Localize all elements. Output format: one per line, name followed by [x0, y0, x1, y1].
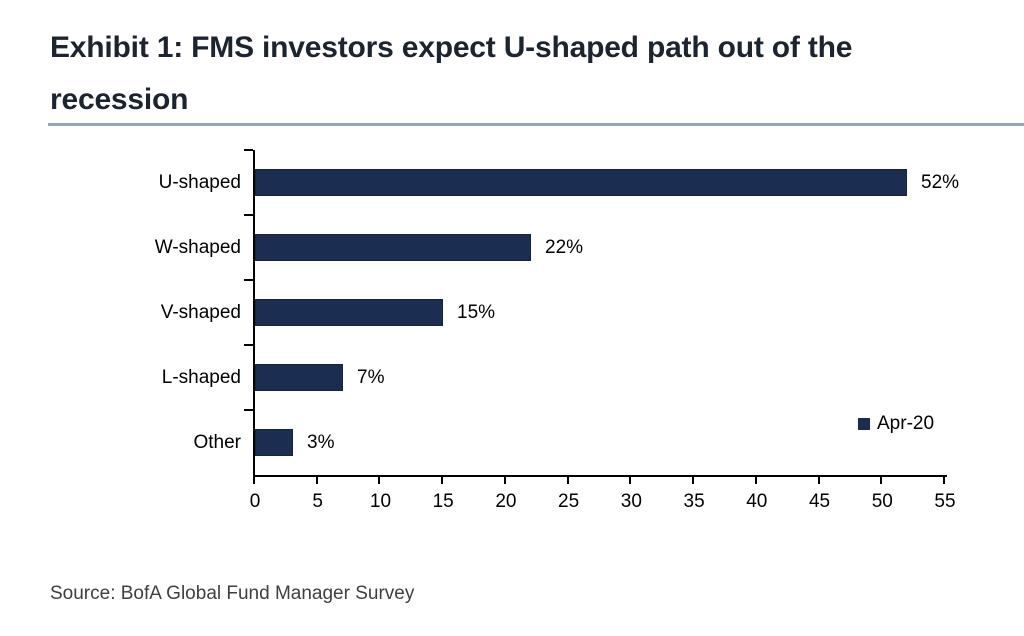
- x-tick: [692, 477, 695, 484]
- y-tick: [244, 344, 253, 346]
- y-axis: [253, 150, 255, 475]
- x-tick-label: 30: [620, 491, 642, 512]
- x-tick-label: 5: [312, 491, 323, 512]
- x-tick: [253, 477, 255, 484]
- y-tick: [244, 214, 253, 216]
- category-label-w-shaped: W-shaped: [154, 236, 241, 258]
- bar-value-label-other: 3%: [307, 431, 335, 453]
- x-tick: [378, 477, 381, 484]
- legend-label: Apr-20: [877, 413, 935, 434]
- x-tick-label: 15: [432, 491, 454, 512]
- x-tick: [441, 477, 444, 484]
- x-tick-label: 25: [558, 491, 580, 512]
- x-tick: [817, 477, 820, 484]
- title-rule: [48, 123, 1024, 126]
- bar-value-label-w-shaped: 22%: [545, 236, 584, 258]
- x-tick-label: 55: [934, 491, 956, 512]
- x-tick: [943, 477, 945, 484]
- y-tick: [244, 409, 253, 411]
- x-tick-label: 35: [683, 491, 705, 512]
- bar-other: [255, 429, 293, 456]
- x-tick: [629, 477, 632, 484]
- chart-title: Exhibit 1: FMS investors expect U-shaped…: [50, 31, 853, 116]
- x-tick: [880, 477, 883, 484]
- x-tick-label: 40: [746, 491, 768, 512]
- x-tick: [754, 477, 757, 484]
- x-tick-label: 20: [495, 491, 517, 512]
- legend-swatch-icon: [858, 418, 870, 430]
- category-label-l-shaped: L-shaped: [161, 366, 241, 388]
- y-tick: [244, 149, 253, 151]
- x-tick-label: 45: [808, 491, 831, 512]
- bar-w-shaped: [255, 234, 531, 261]
- category-label-other: Other: [193, 431, 241, 453]
- bar-v-shaped: [255, 299, 443, 326]
- bar-l-shaped: [255, 364, 343, 391]
- bar-u-shaped: [255, 169, 907, 196]
- category-label-u-shaped: U-shaped: [158, 171, 241, 193]
- bar-value-label-l-shaped: 7%: [357, 366, 385, 388]
- legend: Apr-20: [858, 413, 934, 435]
- category-label-v-shaped: V-shaped: [160, 301, 241, 323]
- source-note: Source: BofA Global Fund Manager Survey: [50, 583, 415, 604]
- x-axis: [253, 475, 947, 477]
- x-tick: [503, 477, 506, 484]
- y-tick: [244, 279, 253, 281]
- bar-value-label-u-shaped: 52%: [921, 171, 960, 193]
- x-tick-label: 10: [369, 491, 392, 512]
- x-tick-label: 50: [871, 491, 893, 512]
- x-tick: [315, 477, 318, 484]
- x-tick: [566, 477, 569, 484]
- bar-value-label-v-shaped: 15%: [457, 301, 496, 323]
- x-tick-label: 0: [249, 491, 261, 512]
